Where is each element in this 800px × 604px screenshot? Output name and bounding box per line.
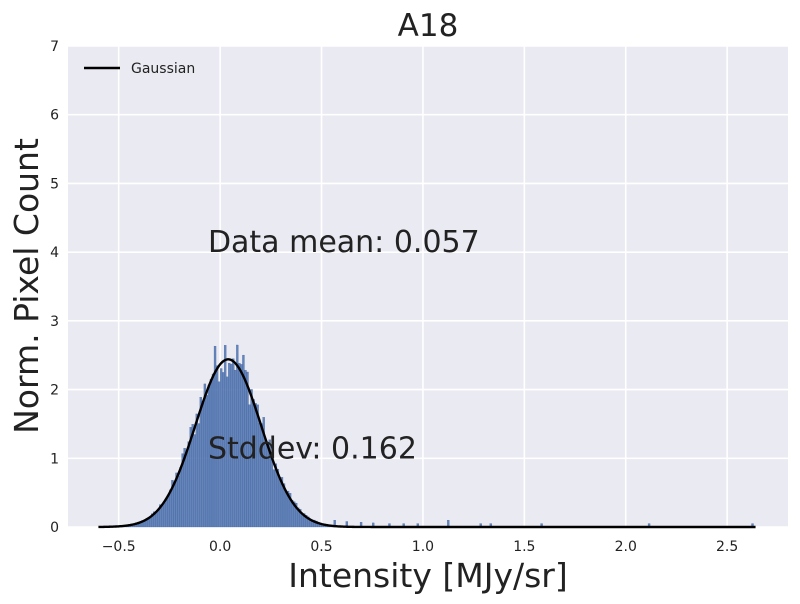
histogram-bar bbox=[177, 475, 180, 528]
y-axis-ticks: 0 1 2 3 4 5 6 7 bbox=[50, 39, 59, 536]
chart-title: A18 bbox=[398, 8, 459, 44]
gaussian-curve-group bbox=[98, 358, 756, 529]
gaussian-curve bbox=[98, 358, 756, 529]
histogram-bar bbox=[203, 383, 207, 528]
x-tick-label: 0.5 bbox=[310, 539, 332, 555]
y-tick-label: 7 bbox=[50, 39, 59, 55]
histogram-bar bbox=[278, 477, 282, 528]
histogram-bar bbox=[197, 423, 200, 528]
histogram-bar bbox=[185, 452, 188, 528]
histogram-bar bbox=[179, 467, 182, 528]
y-tick-label: 2 bbox=[50, 383, 59, 399]
histogram-bar bbox=[284, 492, 288, 528]
x-axis-label: Intensity [MJy/sr] bbox=[288, 556, 568, 595]
legend: Gaussian bbox=[84, 61, 195, 77]
histogram-bar bbox=[191, 424, 194, 528]
legend-label-gaussian: Gaussian bbox=[131, 61, 195, 77]
y-axis-label: Norm. Pixel Count bbox=[7, 138, 46, 434]
histogram-bar bbox=[187, 441, 190, 528]
x-tick-label: 1.0 bbox=[412, 539, 434, 555]
histogram-bar bbox=[173, 481, 176, 528]
plot-background bbox=[68, 46, 788, 527]
annotation-mean: Data mean: 0.057 bbox=[208, 225, 480, 260]
y-tick-label: 1 bbox=[50, 451, 59, 467]
x-tick-label: 2.5 bbox=[716, 539, 738, 555]
histogram-bar bbox=[195, 413, 198, 528]
x-axis-ticks: −0.5 0.0 0.5 1.0 1.5 2.0 2.5 bbox=[102, 539, 739, 555]
y-tick-label: 5 bbox=[50, 176, 59, 192]
x-tick-label: 0.0 bbox=[209, 539, 231, 555]
x-tick-label: 1.5 bbox=[513, 539, 535, 555]
y-tick-label: 4 bbox=[50, 245, 59, 261]
histogram-bar bbox=[169, 489, 172, 528]
y-tick-label: 3 bbox=[50, 314, 59, 330]
histogram-bar bbox=[161, 505, 164, 528]
y-tick-label: 6 bbox=[50, 108, 59, 124]
histogram-bar bbox=[193, 434, 196, 528]
grid-lines bbox=[68, 45, 788, 528]
histogram-bar bbox=[272, 469, 275, 528]
histogram-bar bbox=[165, 498, 168, 528]
annotations: Data mean: 0.057 Stddev: 0.162 bbox=[208, 225, 480, 466]
x-tick-label: 2.0 bbox=[615, 539, 637, 555]
y-tick-label: 0 bbox=[50, 520, 59, 536]
histogram-bar bbox=[199, 397, 202, 528]
x-tick-label: −0.5 bbox=[102, 539, 136, 555]
annotation-stddev: Stddev: 0.162 bbox=[208, 431, 417, 466]
histogram-bar bbox=[201, 401, 205, 528]
histogram-bar bbox=[163, 503, 166, 528]
histogram-bar bbox=[167, 494, 170, 528]
